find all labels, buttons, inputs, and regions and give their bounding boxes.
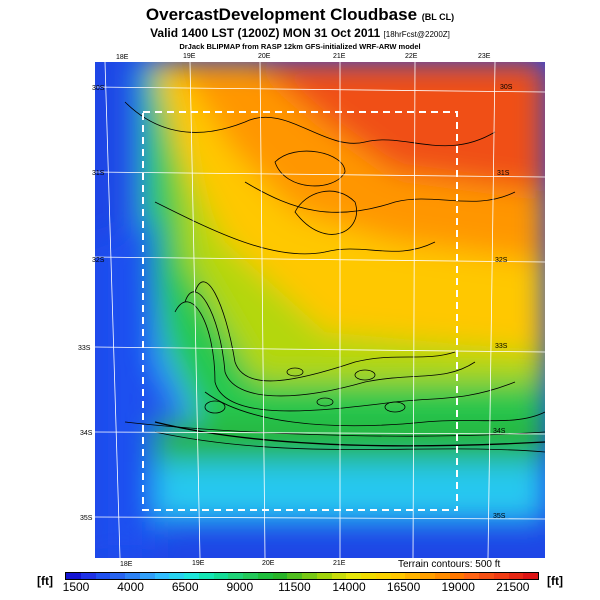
- colorbar-bin: [125, 573, 140, 579]
- lon-label: 20E: [258, 53, 271, 60]
- unit-right: [ft]: [547, 574, 563, 588]
- colorbar: [65, 572, 539, 580]
- lat-label: 33S: [495, 343, 508, 350]
- colorbar-bin: [95, 573, 111, 579]
- colorbar-bin: [479, 573, 494, 579]
- colorbar-bin: [464, 573, 479, 579]
- graticule: [95, 62, 545, 558]
- colorbar-bin: [331, 573, 347, 579]
- lat-label: 35S: [493, 513, 506, 520]
- lat-label: 31S: [497, 170, 510, 177]
- colorbar-bin: [184, 573, 199, 579]
- lat-label: 34S: [493, 428, 506, 435]
- chart-title: OvercastDevelopment Cloudbase (BL CL): [145, 5, 455, 24]
- cloudbase-map: [95, 62, 545, 558]
- colorbar-bin: [361, 573, 376, 579]
- colorbar-bin: [390, 573, 406, 579]
- colorbar-label: 19000: [441, 580, 475, 594]
- colorbar-bin: [449, 573, 465, 579]
- colorbar-bin: [228, 573, 243, 579]
- colorbar-label: 4000: [117, 580, 144, 594]
- lat-label: 33S: [78, 345, 91, 352]
- colorbar-bin: [257, 573, 273, 579]
- lon-label: 20E: [262, 560, 275, 567]
- colorbar-bin: [213, 573, 229, 579]
- lon-label: 19E: [192, 560, 205, 567]
- lon-label: 21E: [333, 53, 346, 60]
- colorbar-bin: [169, 573, 184, 579]
- lat-label: 34S: [80, 430, 93, 437]
- colorbar-bin: [110, 573, 125, 579]
- colorbar-label: 14000: [332, 580, 366, 594]
- lon-label: 18E: [116, 54, 129, 61]
- colorbar-bin: [508, 573, 524, 579]
- colorbar-bin: [493, 573, 509, 579]
- unit-left: [ft]: [37, 574, 53, 588]
- colorbar-bin: [272, 573, 288, 579]
- colorbar-label: 21500: [496, 580, 530, 594]
- inner-domain-box: [142, 111, 458, 511]
- valid-time: Valid 1400 LST (1200Z) MON 31 Oct 2011 […: [150, 26, 450, 40]
- colorbar-bin: [66, 573, 81, 579]
- colorbar-bin: [198, 573, 214, 579]
- colorbar-bin: [316, 573, 332, 579]
- colorbar-bin: [420, 573, 435, 579]
- colorbar-bin: [139, 573, 155, 579]
- colorbar-bin: [243, 573, 258, 579]
- colorbar-label: 11500: [278, 580, 311, 594]
- lat-label: 30S: [500, 84, 513, 91]
- colorbar-label: 16500: [386, 580, 421, 594]
- model-credit: DrJack BLIPMAP from RASP 12km GFS-initia…: [179, 42, 421, 51]
- lon-label: 22E: [405, 53, 418, 60]
- lon-label: 19E: [183, 53, 196, 60]
- colorbar-label: 6500: [171, 580, 199, 594]
- lon-label: 21E: [333, 560, 346, 567]
- colorbar-bin: [375, 573, 391, 579]
- lat-label: 30S: [92, 85, 105, 92]
- colorbar-bin: [302, 573, 317, 579]
- colorbar-bin: [154, 573, 170, 579]
- terrain-note: Terrain contours: 500 ft: [398, 559, 501, 570]
- lat-label: 31S: [92, 170, 105, 177]
- colorbar-bin: [346, 573, 361, 579]
- colorbar-label: 1500: [62, 580, 90, 594]
- colorbar-bin: [80, 573, 96, 579]
- colorbar-bin: [287, 573, 302, 579]
- terrain-contours: [124, 101, 545, 453]
- colorbar-bin: [523, 573, 538, 579]
- colorbar-bin: [434, 573, 450, 579]
- lat-label: 35S: [80, 515, 93, 522]
- lon-label: 18E: [120, 561, 133, 568]
- colorbar-label: 9000: [226, 580, 254, 594]
- lon-label: 23E: [478, 53, 491, 60]
- lat-label: 32S: [92, 257, 105, 264]
- lat-label: 32S: [495, 257, 508, 264]
- colorbar-bin: [405, 573, 420, 579]
